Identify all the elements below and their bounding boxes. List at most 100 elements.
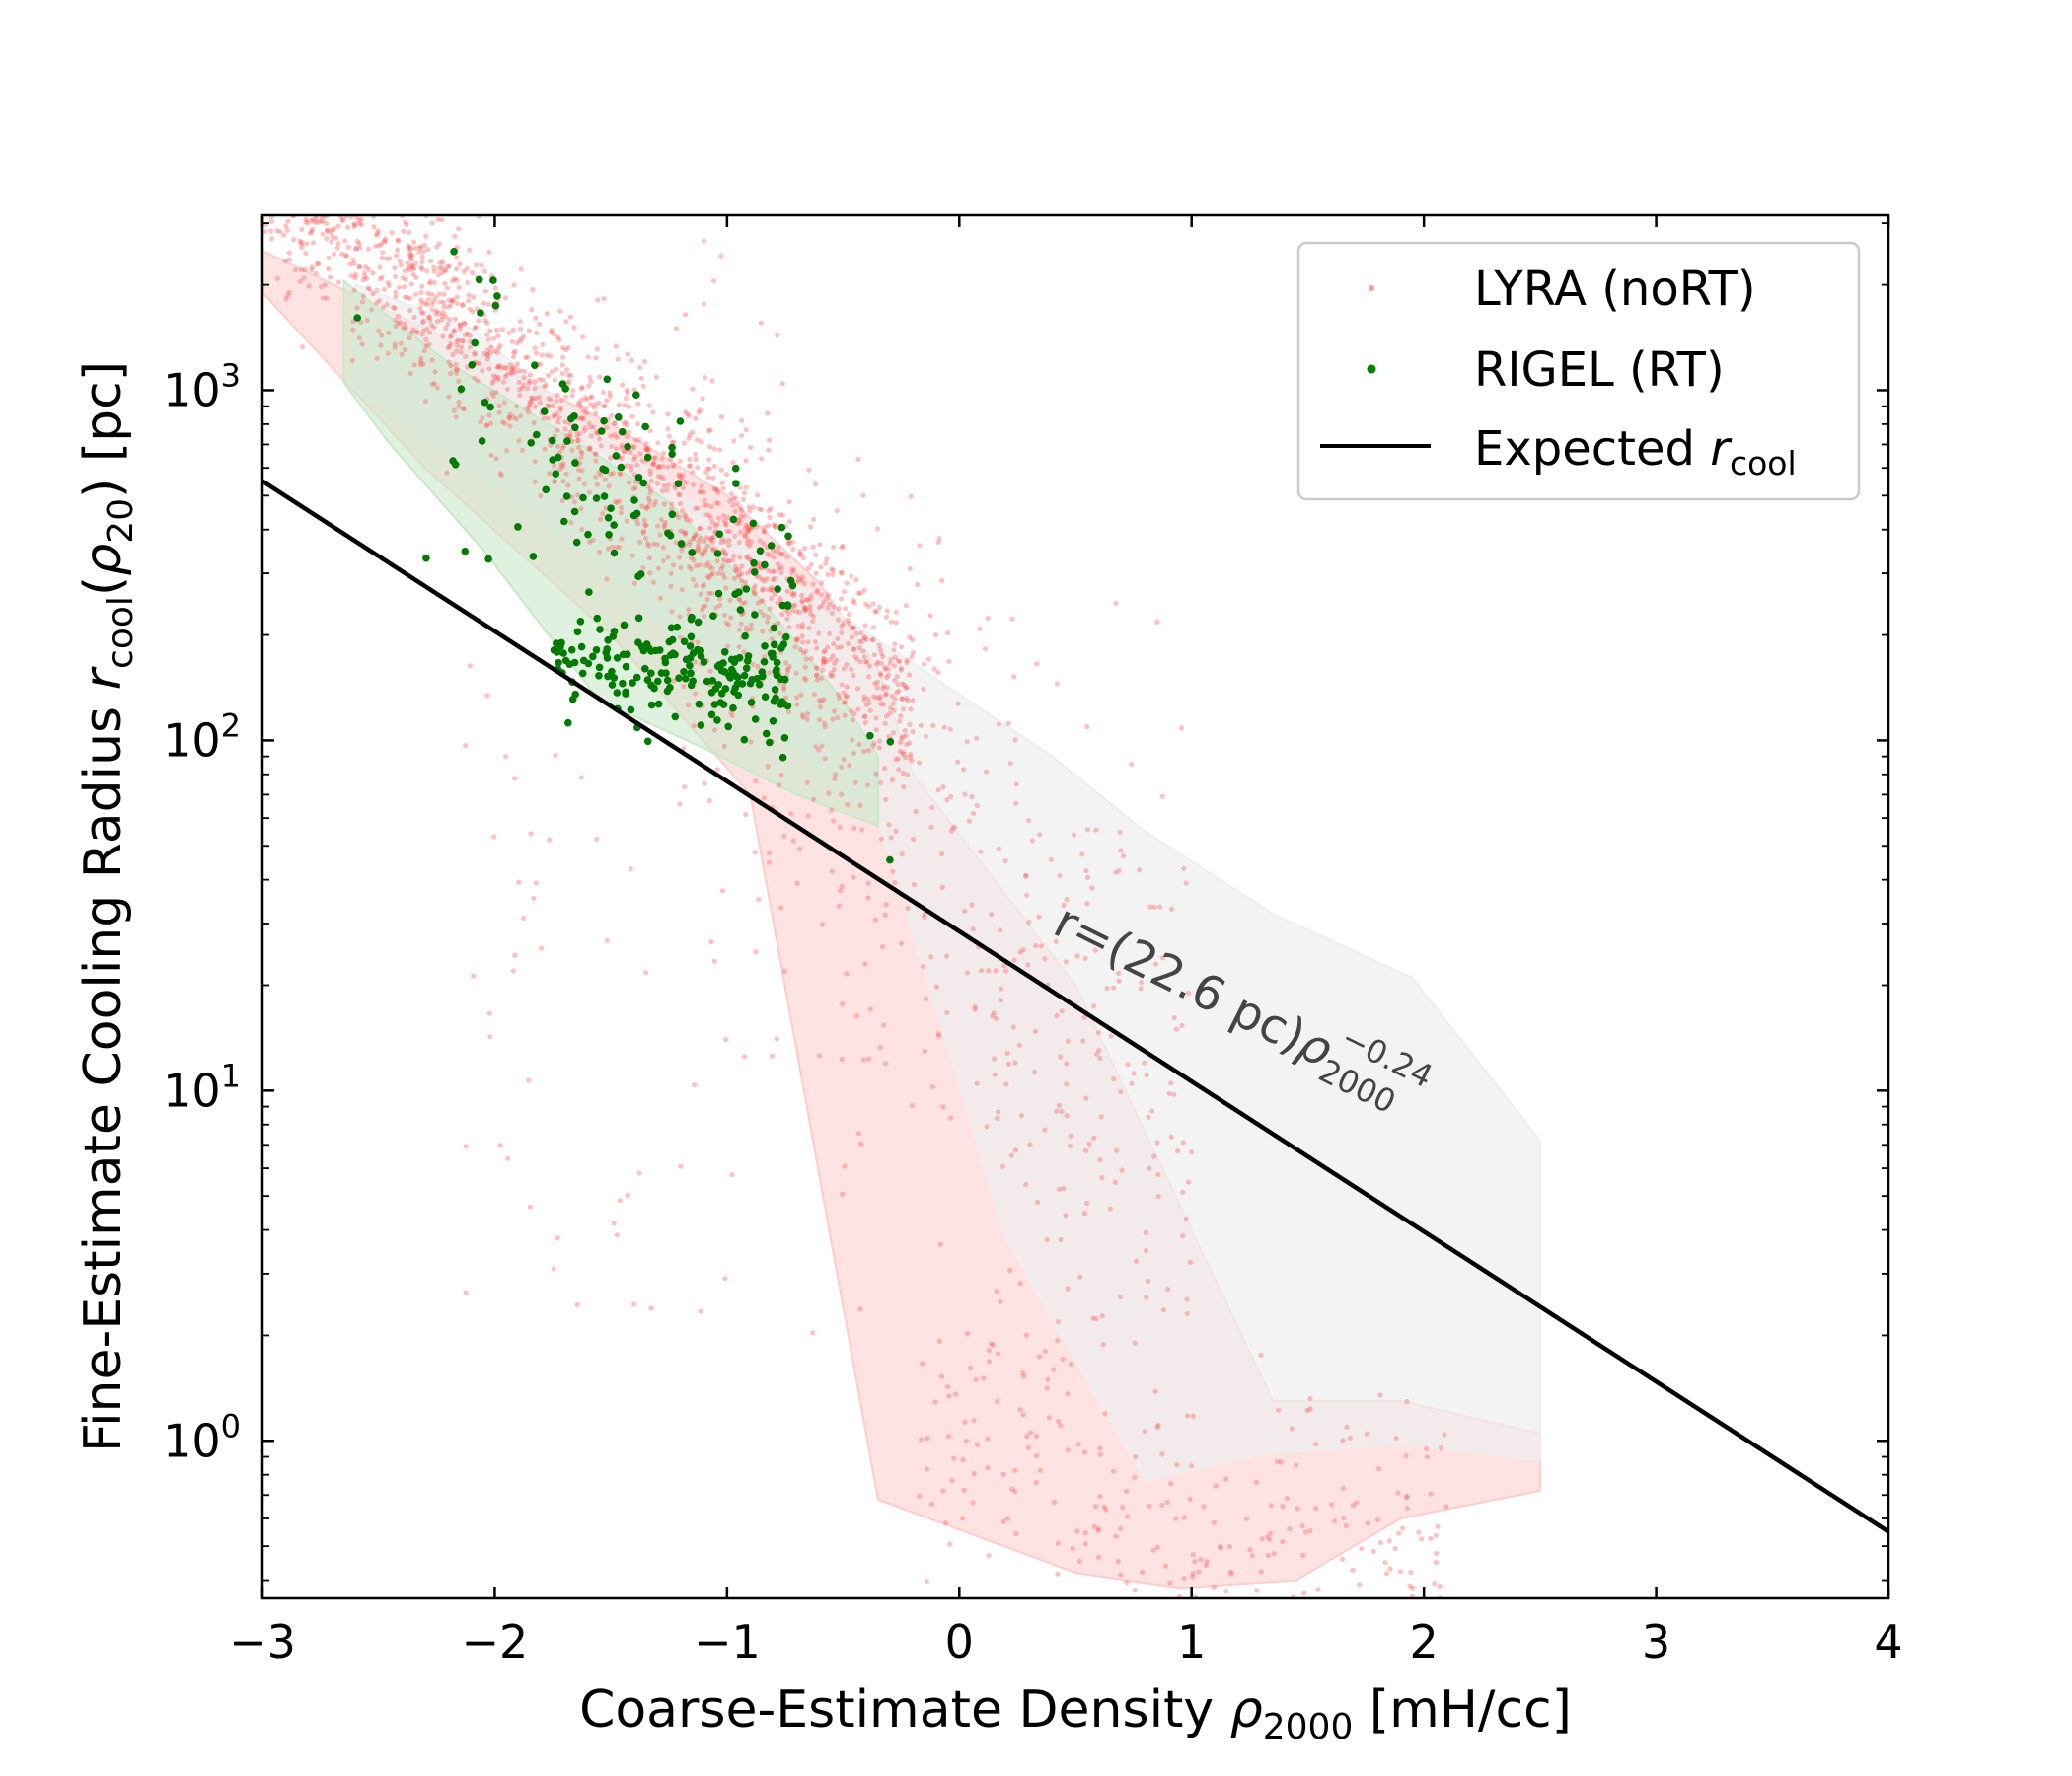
lyra-point xyxy=(786,541,792,547)
lyra-point xyxy=(697,525,703,532)
lyra-point xyxy=(454,266,460,272)
lyra-point xyxy=(361,274,368,280)
lyra-point xyxy=(1065,1447,1071,1453)
rigel-point xyxy=(579,493,587,502)
lyra-point xyxy=(1093,827,1099,833)
lyra-point xyxy=(451,328,457,333)
lyra-point xyxy=(413,329,419,334)
lyra-point xyxy=(851,825,857,832)
lyra-point xyxy=(1097,1055,1103,1061)
lyra-point xyxy=(299,244,305,251)
lyra-point xyxy=(726,558,732,564)
lyra-point xyxy=(810,581,816,587)
lyra-point xyxy=(578,448,584,455)
lyra-point xyxy=(1396,1530,1402,1536)
lyra-point xyxy=(1404,1506,1410,1512)
lyra-point xyxy=(1344,1424,1350,1430)
lyra-point xyxy=(776,550,782,555)
lyra-point xyxy=(456,400,462,406)
lyra-point xyxy=(702,497,707,503)
lyra-point xyxy=(711,958,718,964)
lyra-point xyxy=(721,557,727,563)
rigel-point xyxy=(734,673,742,682)
lyra-point xyxy=(621,448,627,454)
rigel-point xyxy=(540,407,549,415)
lyra-point xyxy=(426,314,432,320)
lyra-point xyxy=(894,690,900,696)
lyra-point xyxy=(935,1030,941,1037)
lyra-point xyxy=(1055,1338,1061,1344)
lyra-point xyxy=(1023,873,1029,879)
lyra-point xyxy=(812,639,819,645)
lyra-point xyxy=(881,683,887,689)
lyra-point xyxy=(875,659,881,665)
lyra-point xyxy=(825,605,831,611)
lyra-point xyxy=(1404,1398,1410,1405)
lyra-point xyxy=(707,525,713,531)
lyra-point xyxy=(857,590,863,596)
plot-frame xyxy=(260,213,1890,1600)
lyra-point xyxy=(887,660,893,666)
lyra-point xyxy=(814,589,820,595)
rigel-point xyxy=(714,681,722,689)
lyra-point xyxy=(360,293,367,299)
lyra-point xyxy=(896,688,902,695)
lyra-point xyxy=(1112,1179,1118,1185)
lyra-point xyxy=(1171,1091,1177,1097)
rigel-point xyxy=(731,464,740,473)
lyra-point xyxy=(810,1330,816,1336)
lyra-point xyxy=(697,489,703,495)
lyra-point xyxy=(1083,1147,1089,1153)
lyra-point xyxy=(1185,1179,1192,1185)
lyra-point xyxy=(671,678,677,684)
lyra-point xyxy=(800,714,806,720)
lyra-point xyxy=(1147,1503,1152,1509)
lyra-point xyxy=(1064,896,1070,903)
lyra-point xyxy=(641,517,647,523)
lyra-point xyxy=(410,327,416,333)
lyra-point xyxy=(947,726,953,732)
y-tick-label: 103 xyxy=(163,356,241,416)
lyra-point xyxy=(1068,1361,1073,1368)
lyra-point xyxy=(885,666,892,672)
lyra-point xyxy=(821,649,827,655)
lyra-point xyxy=(818,592,824,598)
lyra-point xyxy=(758,320,764,326)
lyra-point xyxy=(576,400,582,406)
lyra-point xyxy=(862,634,868,640)
lyra-point xyxy=(703,547,708,553)
lyra-point xyxy=(831,604,837,611)
rigel-point xyxy=(780,734,789,742)
rigel-point xyxy=(668,443,676,452)
lyra-point xyxy=(786,519,792,525)
lyra-point xyxy=(716,447,723,453)
lyra-point xyxy=(1343,1522,1349,1529)
lyra-point xyxy=(1139,979,1145,986)
rigel-point xyxy=(783,602,792,610)
rigel-point xyxy=(727,655,736,664)
lyra-point xyxy=(353,246,359,252)
lyra-point xyxy=(564,433,570,439)
lyra-point xyxy=(1315,1587,1321,1592)
lyra-point xyxy=(347,261,353,267)
rigel-point xyxy=(584,659,593,668)
lyra-point xyxy=(662,519,668,526)
lyra-point xyxy=(646,403,652,408)
rigel-point xyxy=(715,530,723,538)
lyra-point xyxy=(824,595,830,602)
lyra-point xyxy=(678,564,684,570)
lyra-point xyxy=(1092,947,1098,953)
lyra-point xyxy=(703,603,708,609)
lyra-point xyxy=(407,248,412,254)
lyra-point xyxy=(679,587,685,593)
rigel-point xyxy=(353,314,362,322)
lyra-point xyxy=(647,471,653,477)
lyra-point xyxy=(841,589,848,595)
lyra-point xyxy=(654,542,660,548)
lyra-point xyxy=(406,244,411,250)
lyra-point xyxy=(1077,932,1083,938)
lyra-point xyxy=(575,467,582,473)
lyra-point xyxy=(439,264,445,270)
lyra-point xyxy=(456,378,462,384)
lyra-point xyxy=(810,516,817,523)
